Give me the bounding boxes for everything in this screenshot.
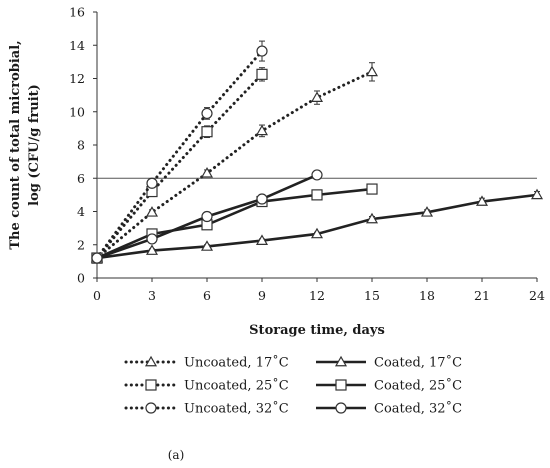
data-point xyxy=(202,211,212,221)
y-tick-label: 10 xyxy=(69,104,85,119)
x-tick-label: 18 xyxy=(419,288,435,303)
data-point xyxy=(312,190,322,200)
legend-marker xyxy=(336,380,346,390)
series-coated-triangle xyxy=(92,190,542,262)
data-point xyxy=(147,178,157,188)
legend-item: Coated, 25˚C xyxy=(316,378,462,394)
x-tick-label: 6 xyxy=(203,288,211,303)
x-tick-label: 21 xyxy=(474,288,490,303)
y-axis-title-line-2: log (CFU/g fruit) xyxy=(27,84,42,206)
data-point xyxy=(367,67,377,76)
legend-label: Coated, 17˚C xyxy=(374,355,462,371)
series-uncoated-triangle xyxy=(92,63,377,262)
legend-item: Uncoated, 17˚C xyxy=(126,355,289,371)
x-tick-label: 12 xyxy=(309,288,325,303)
legend: Uncoated, 17˚C Uncoated, 25˚C Uncoated, 32… xyxy=(126,355,462,417)
y-tick-label: 8 xyxy=(77,138,85,153)
data-point xyxy=(147,234,157,244)
data-point xyxy=(147,207,157,216)
legend-item: Coated, 17˚C xyxy=(316,355,462,371)
data-point xyxy=(92,253,102,263)
data-point xyxy=(257,194,267,204)
data-point xyxy=(367,184,377,194)
data-point xyxy=(257,46,267,56)
legend-marker xyxy=(336,403,346,413)
legend-marker xyxy=(146,403,156,413)
y-tick-label: 14 xyxy=(69,38,85,53)
data-point xyxy=(202,108,212,118)
legend-marker xyxy=(146,380,156,390)
y-tick-label: 12 xyxy=(69,71,85,86)
x-tick-label: 0 xyxy=(93,288,101,303)
y-tick-label: 16 xyxy=(69,5,85,20)
data-point xyxy=(202,127,212,137)
panel-label: (a) xyxy=(168,448,185,462)
y-tick-label: 4 xyxy=(77,204,85,219)
x-tick-label: 24 xyxy=(529,288,545,303)
legend-item: Coated, 32˚C xyxy=(316,401,462,417)
data-point xyxy=(257,69,267,79)
x-tick-label: 9 xyxy=(258,288,266,303)
x-tick-label: 3 xyxy=(148,288,156,303)
legend-label: Uncoated, 32˚C xyxy=(184,401,289,417)
legend-item: Uncoated, 32˚C xyxy=(126,401,289,417)
legend-label: Coated, 32˚C xyxy=(374,401,462,417)
series-layer xyxy=(92,41,542,263)
x-axis-title: Storage time, days xyxy=(249,323,385,338)
data-point xyxy=(312,170,322,180)
series-coated-square xyxy=(92,184,377,263)
y-tick-label: 6 xyxy=(77,171,85,186)
legend-label: Uncoated, 17˚C xyxy=(184,355,289,371)
legend-item: Uncoated, 25˚C xyxy=(126,378,289,394)
series-uncoated-square xyxy=(92,68,267,263)
y-tick-label: 0 xyxy=(77,271,85,286)
y-axis-title-line-1: The count of total microbial, xyxy=(8,40,23,249)
x-tick-label: 15 xyxy=(364,288,380,303)
legend-label: Coated, 25˚C xyxy=(374,378,462,394)
y-tick-label: 2 xyxy=(77,237,85,252)
legend-label: Uncoated, 25˚C xyxy=(184,378,289,394)
